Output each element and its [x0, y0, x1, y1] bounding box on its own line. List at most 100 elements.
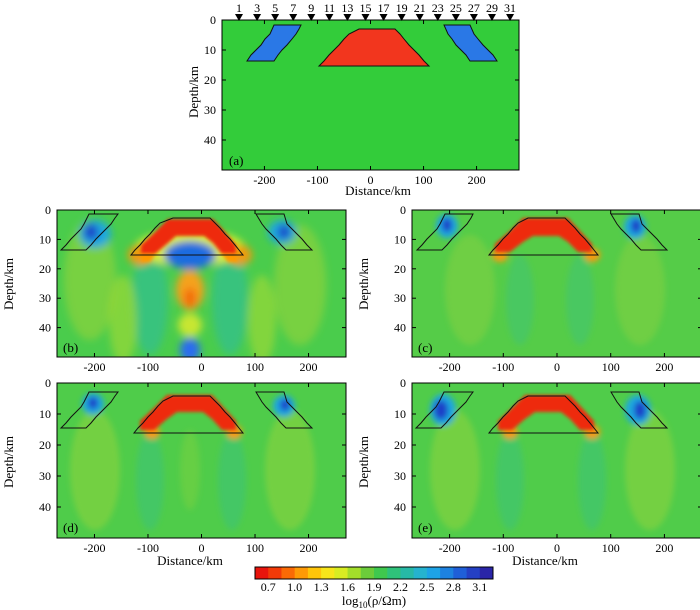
station-triangle	[433, 14, 442, 21]
station-label: 25	[450, 1, 462, 15]
station-label: 9	[308, 1, 314, 15]
panel-e-center-outline	[487, 395, 600, 434]
colorbar-swatch	[294, 567, 309, 579]
panel-a-ticks: 0 10 20 30 40 -200 -100 0 100 200	[204, 13, 519, 187]
x-tick-label: 100	[246, 360, 264, 374]
y-tick-label: 10	[394, 232, 406, 246]
colorbar-swatch	[360, 567, 375, 579]
colorbar-tick-label: 2.2	[393, 580, 408, 594]
y-tick-label: 10	[39, 407, 51, 421]
x-tick-label: -200	[439, 360, 461, 374]
x-tick-label: -200	[83, 360, 105, 374]
station-triangle	[253, 14, 262, 21]
y-tick-label: 40	[39, 321, 51, 335]
colorbar-swatch	[426, 567, 441, 579]
station-triangle	[307, 14, 316, 21]
colorbar-swatch	[400, 567, 415, 579]
colorbar-swatch	[321, 567, 335, 579]
panel-b-ticks: 0 10 20 30 40 -200 -100 0 100 200	[39, 203, 346, 374]
colorbar-swatch	[453, 567, 467, 579]
panel-e-left-outline	[414, 391, 474, 429]
x-tick-label: 0	[368, 173, 374, 187]
x-tick-label: 200	[300, 360, 318, 374]
y-tick-label: 0	[45, 376, 51, 390]
colorbar-swatch	[347, 567, 362, 579]
panel-d-label: (d)	[63, 520, 78, 535]
colorbar-swatch	[334, 567, 348, 579]
station-markers: 1 3 5 7 9 11 13 15 17 19 21 23 25 27 29 31	[235, 1, 516, 21]
y-tick-label: 0	[400, 203, 406, 217]
x-tick-label: 100	[602, 541, 620, 555]
central-conductor-body	[317, 28, 431, 67]
y-tick-label: 10	[394, 407, 406, 421]
colorbar-swatch	[466, 567, 481, 579]
panel-e-ticks: 0 10 20 30 40 -200 -100 0 100 200	[394, 376, 700, 555]
station-label: 13	[341, 1, 353, 15]
colorbar-frame	[254, 566, 494, 580]
station-triangle	[469, 14, 478, 21]
colorbar-swatch	[440, 567, 454, 579]
station-label: 1	[236, 1, 242, 15]
station-triangle	[325, 14, 334, 21]
x-tick-label: -200	[83, 541, 105, 555]
panel-e-label: (e)	[418, 520, 432, 535]
station-triangle	[487, 14, 496, 21]
panel-b: 0 10 20 30 40 -200 -100 0 100 200 (b) Depth/km	[1, 203, 347, 374]
colorbar-swatch	[268, 567, 282, 579]
y-tick-label: 10	[39, 232, 51, 246]
y-tick-label: 30	[204, 103, 216, 117]
x-tick-label: 0	[199, 541, 205, 555]
x-tick-label: -100	[137, 360, 159, 374]
colorbar-swatch	[479, 567, 494, 579]
panel-d-right-outline	[255, 391, 314, 429]
panel-c: 0 10 20 30 40 -200 -100 0 100 200 (c) Depth/km	[356, 203, 700, 374]
station-triangle	[289, 14, 298, 21]
panel-c-left-outline	[415, 213, 474, 251]
x-tick-label: 100	[602, 360, 620, 374]
panel-b-image	[57, 210, 346, 357]
y-tick-label: 0	[400, 376, 406, 390]
x-tick-label: -200	[439, 541, 461, 555]
station-label: 29	[486, 1, 498, 15]
colorbar: 0.7 1.0 1.3 1.6 1.9 2.2 2.5 2.8 3.1 log10(ρ/Ωm)	[254, 566, 494, 610]
panel-c-center-outline	[487, 217, 600, 256]
left-resistor-body	[246, 24, 302, 62]
y-tick-label: 40	[394, 500, 406, 514]
x-tick-label: -100	[306, 173, 328, 187]
colorbar-tick-label: 3.1	[472, 580, 487, 594]
y-tick-label: 30	[394, 291, 406, 305]
y-tick-label: 30	[39, 469, 51, 483]
y-tick-label: 40	[394, 321, 406, 335]
station-label: 17	[378, 1, 390, 15]
x-tick-label: 0	[199, 360, 205, 374]
panel-c-label: (c)	[418, 340, 432, 355]
colorbar-ticks: 0.7 1.0 1.3 1.6 1.9 2.2 2.5 2.8 3.1	[261, 580, 488, 594]
panel-d: 0 10 20 30 40 -200 -100 0 100 200 (d) Distance/km…	[1, 376, 347, 568]
y-tick-label: 40	[204, 133, 216, 147]
colorbar-swatch	[307, 567, 322, 579]
station-triangle	[397, 14, 406, 21]
y-tick-label: 20	[204, 73, 216, 87]
colorbar-swatch	[413, 567, 428, 579]
x-tick-label: 100	[415, 173, 433, 187]
x-tick-label: 200	[468, 173, 486, 187]
x-tick-label: -100	[492, 360, 514, 374]
x-tick-label: 100	[246, 541, 264, 555]
colorbar-tick-label: 0.7	[261, 580, 276, 594]
colorbar-swatch	[255, 567, 269, 579]
colorbar-swatches	[255, 567, 494, 579]
panel-d-image	[57, 383, 346, 538]
station-triangle	[415, 14, 424, 21]
y-tick-label: 0	[210, 13, 216, 27]
y-tick-label: 30	[394, 469, 406, 483]
panel-b-label: (b)	[63, 340, 78, 355]
y-tick-label: 40	[39, 500, 51, 514]
x-tick-label: -100	[137, 541, 159, 555]
y-tick-label: 30	[39, 291, 51, 305]
panel-e-image	[412, 383, 700, 538]
panel-a-xlabel: Distance/km	[345, 183, 411, 198]
panel-b-ylabel: Depth/km	[1, 258, 16, 310]
station-label: 11	[324, 1, 336, 15]
colorbar-tick-label: 1.6	[340, 580, 355, 594]
